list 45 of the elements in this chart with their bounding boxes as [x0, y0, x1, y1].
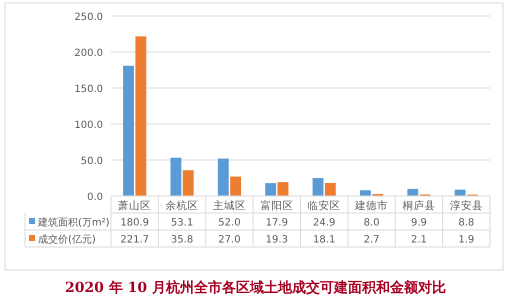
bar — [170, 158, 182, 196]
data-label: 1.9 — [458, 234, 474, 246]
data-label: 17.9 — [266, 218, 288, 228]
data-label: 9.9 — [410, 218, 427, 228]
y-tick-label: 150.0 — [74, 84, 103, 95]
x-tick-label: 主城区 — [212, 199, 246, 212]
data-label: 24.9 — [313, 218, 336, 228]
x-tick-label: 淳安县 — [450, 199, 483, 212]
bar — [454, 190, 466, 196]
x-tick-label: 萧山区 — [118, 199, 152, 212]
bar — [278, 182, 288, 196]
bar — [230, 176, 242, 196]
data-label: 18.1 — [313, 234, 336, 246]
bar — [218, 158, 229, 196]
x-tick-label: 富阳区 — [260, 199, 294, 212]
x-tick-label: 建德市 — [354, 199, 388, 212]
legend-label: 建筑面积(万m²) — [37, 216, 110, 228]
data-label: 8.8 — [458, 218, 474, 228]
data-label: 52.0 — [218, 218, 241, 228]
y-tick-label: 250.0 — [74, 12, 103, 23]
y-tick-label: 0.0 — [87, 192, 103, 203]
data-label: 180.9 — [120, 218, 150, 228]
data-label: 35.8 — [170, 234, 194, 246]
bar — [312, 178, 324, 196]
y-tick-label: 200.0 — [74, 48, 103, 59]
data-label: 19.3 — [266, 234, 288, 246]
x-tick-label: 余杭区 — [166, 199, 199, 212]
x-tick-label: 桐庐县 — [401, 199, 436, 212]
data-label: 2.1 — [410, 234, 427, 246]
bar — [123, 66, 134, 196]
bar — [265, 183, 276, 196]
y-tick-label: 100.0 — [74, 120, 103, 131]
bar — [182, 170, 194, 196]
bar — [135, 36, 146, 196]
data-label: 221.7 — [120, 234, 150, 246]
text: 2020 年 10 月杭州全市各区域土地成交可建面积和金额对比 — [64, 279, 446, 296]
x-tick-label: 临安区 — [308, 199, 341, 212]
data-label: 27.0 — [218, 234, 241, 246]
data-label: 8.0 — [364, 218, 380, 228]
bar — [360, 190, 371, 196]
bar — [324, 182, 336, 196]
legend-label: 成交价(亿元) — [38, 234, 96, 246]
data-label: 2.7 — [364, 234, 380, 246]
data-label: 53.1 — [170, 218, 194, 228]
y-tick-label: 50.0 — [80, 156, 103, 167]
